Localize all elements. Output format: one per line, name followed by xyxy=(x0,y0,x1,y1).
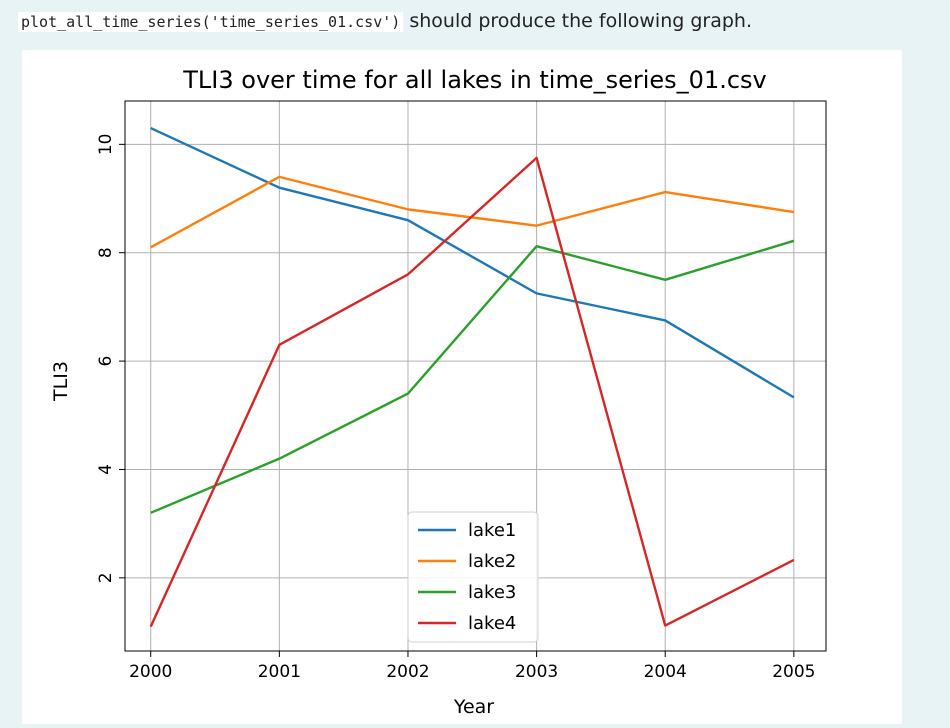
series-line-lake1 xyxy=(150,127,795,399)
series-line-lake4 xyxy=(149,156,795,628)
x-axis-label: Year xyxy=(453,696,494,718)
y-axis-label: TLI3 xyxy=(50,361,72,402)
plot-frame xyxy=(124,100,827,652)
chart-title: TLI3 over time for all lakes in time_ser… xyxy=(182,66,767,94)
function-call-code: plot_all_time_series('time_series_01.csv… xyxy=(18,12,404,32)
x-tick-label: 2003 xyxy=(515,662,558,682)
legend-box xyxy=(407,511,539,643)
intro-text: plot_all_time_series('time_series_01.csv… xyxy=(18,10,752,32)
y-tick-label: 8 xyxy=(96,247,116,258)
intro-description: should produce the following graph. xyxy=(403,10,753,32)
series-lines xyxy=(149,127,795,628)
x-tick-label: 2002 xyxy=(386,662,429,682)
axis-ticks: 2000 2001 2002 2003 2004 2005 2 4 6 8 10 xyxy=(96,134,815,682)
grid-lines xyxy=(125,101,826,651)
legend-label-lake3: lake3 xyxy=(468,582,516,603)
x-tick-label: 2004 xyxy=(644,662,687,682)
x-tick-label: 2000 xyxy=(129,662,172,682)
y-tick-label: 10 xyxy=(96,134,116,156)
series-line-lake2 xyxy=(150,175,795,249)
legend-label-lake4: lake4 xyxy=(468,613,516,634)
legend-label-lake2: lake2 xyxy=(468,551,516,572)
x-tick-label: 2005 xyxy=(772,662,815,682)
chart-figure: 2000 2001 2002 2003 2004 2005 2 4 6 8 10 TLI3 over… xyxy=(22,50,902,724)
series-line-lake3 xyxy=(150,239,795,514)
y-tick-label: 6 xyxy=(96,356,116,367)
legend: lake1 lake2 lake3 lake4 xyxy=(407,511,539,643)
legend-label-lake1: lake1 xyxy=(468,520,516,541)
line-chart: 2000 2001 2002 2003 2004 2005 2 4 6 8 10 TLI3 over… xyxy=(50,66,827,718)
y-tick-label: 2 xyxy=(96,572,116,583)
y-tick-label: 4 xyxy=(96,464,116,475)
x-tick-label: 2001 xyxy=(258,662,301,682)
